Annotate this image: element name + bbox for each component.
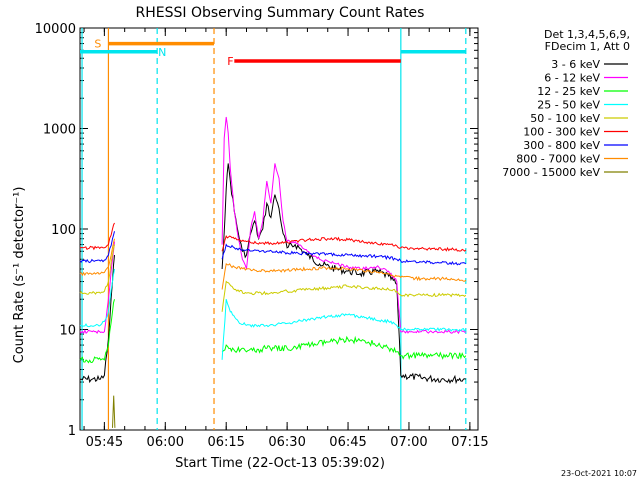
- series-line: [221, 243, 467, 266]
- legend-label: 300 - 800 keV: [523, 139, 600, 152]
- series-line: [79, 268, 115, 328]
- legend-header-line-2: FDecim 1, Att 0: [545, 40, 630, 53]
- legend-label: 12 - 25 keV: [537, 85, 600, 98]
- legend-header-line-1: Det 1,3,4,5,6,9,: [544, 28, 630, 41]
- series-line: [112, 395, 116, 428]
- series-line: [221, 234, 467, 252]
- plot-area: 1 10 100 1000 10000 05:45 06:00 06:15 06:30 06:45…: [35, 22, 489, 450]
- x-tick-label: 06:15: [207, 435, 244, 450]
- x-tick-label: 07:15: [451, 435, 488, 450]
- x-tick-label: 06:00: [147, 435, 184, 450]
- series-line: [221, 299, 467, 360]
- x-tick-label: 05:45: [86, 435, 123, 450]
- y-tick-label: 1000: [43, 123, 76, 138]
- x-tick-label: 07:00: [390, 435, 427, 450]
- series-line: [79, 222, 115, 251]
- legend-label: 7000 - 15000 keV: [502, 166, 600, 179]
- series-line: [80, 255, 115, 384]
- series-line: [79, 238, 115, 277]
- legend-label: 800 - 7000 keV: [516, 153, 600, 166]
- legend-label: 100 - 300 keV: [523, 126, 600, 139]
- series-line: [221, 163, 466, 385]
- y-tick-label: 10000: [35, 22, 76, 37]
- legend-label: 50 - 100 keV: [530, 112, 600, 125]
- y-tick-label: 100: [51, 223, 76, 238]
- legend-label: 3 - 6 keV: [551, 58, 600, 71]
- series-line: [79, 299, 115, 364]
- y-tick-label: 10: [59, 324, 76, 339]
- legend-label: 6 - 12 keV: [544, 72, 600, 85]
- chart-title: RHESSI Observing Summary Count Rates: [136, 5, 425, 21]
- x-axis-label: Start Time (22-Oct-13 05:39:02): [175, 456, 385, 471]
- series-line: [79, 231, 115, 264]
- series-line: [221, 116, 466, 335]
- state-bar-label: N: [158, 46, 166, 59]
- state-bar-label: F: [227, 55, 233, 68]
- y-tick-label: 1: [68, 424, 76, 439]
- footer-date: 23-Oct-2021 10:07: [561, 469, 637, 478]
- legend-label: 25 - 50 keV: [537, 99, 600, 112]
- x-tick-label: 06:30: [268, 435, 305, 450]
- series-line: [79, 244, 115, 295]
- series-line: [79, 241, 115, 335]
- series-line: [221, 263, 467, 290]
- series-line: [221, 280, 467, 312]
- plot-frame: [79, 27, 479, 431]
- y-axis-label: Count Rate (s⁻¹ detector⁻¹): [12, 187, 27, 364]
- series-line: [221, 335, 467, 360]
- x-tick-label: 06:45: [329, 435, 366, 450]
- state-bar-label: S: [94, 38, 101, 51]
